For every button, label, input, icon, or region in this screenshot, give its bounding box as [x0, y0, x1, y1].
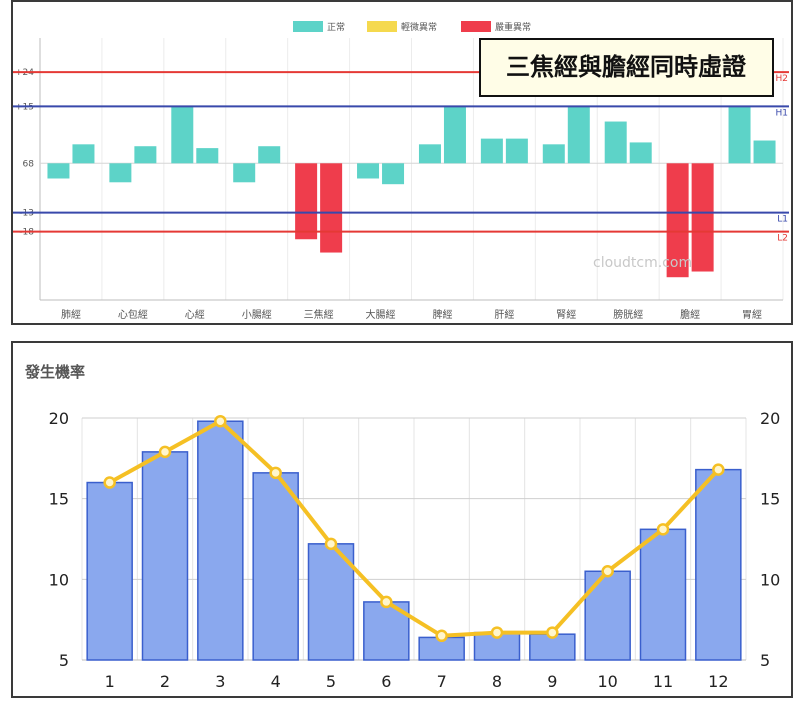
- legend-label: 嚴重異常: [495, 21, 531, 33]
- bar: [197, 420, 244, 661]
- x-tick-label: 4: [271, 672, 281, 691]
- bar-1: [357, 163, 380, 179]
- bar-2: [505, 138, 528, 164]
- bar-1: [171, 106, 194, 164]
- x-tick-label: 肝經: [494, 308, 514, 321]
- bar-1: [109, 163, 132, 183]
- line-point: [435, 629, 448, 643]
- bar-1: [480, 138, 503, 164]
- bar-1: [295, 163, 318, 240]
- line-point: [656, 523, 670, 536]
- x-tick-label: 6: [381, 672, 391, 691]
- bar-1: [233, 163, 256, 183]
- x-tick-label: 10: [597, 672, 617, 691]
- bar-1: [604, 121, 627, 164]
- bar: [584, 570, 631, 661]
- line-point: [601, 565, 614, 578]
- x-tick-label: 1: [105, 672, 115, 691]
- legend-swatch: [293, 21, 323, 32]
- x-tick-label: 9: [547, 672, 557, 691]
- legend-swatch: [461, 21, 491, 32]
- bar-1: [542, 144, 565, 164]
- x-tick-label: 7: [437, 672, 447, 691]
- probability-line: [108, 419, 720, 638]
- x-tick-label: 心包經: [118, 308, 148, 321]
- y-tick-label-left: 15: [49, 490, 69, 509]
- bar-2: [196, 148, 219, 164]
- x-tick-label: 11: [653, 672, 673, 691]
- x-tick-label: 8: [492, 672, 502, 691]
- bar: [86, 481, 133, 661]
- bar-2: [258, 146, 281, 164]
- y-tick-label: 68: [23, 159, 35, 169]
- bar-2: [382, 163, 405, 185]
- bar: [141, 451, 189, 661]
- bar-1: [728, 106, 751, 164]
- x-tick-label: 小腸經: [242, 308, 272, 321]
- line-point: [324, 537, 338, 551]
- bar: [307, 543, 355, 661]
- x-tick-label: 腎經: [556, 308, 576, 321]
- x-tick-label: 5: [326, 672, 336, 691]
- x-tick-label: 大腸經: [366, 308, 396, 321]
- x-tick-label: 肺經: [61, 308, 81, 321]
- y-tick-label-right: 10: [760, 570, 780, 589]
- bar-2: [567, 106, 590, 164]
- line-point: [103, 476, 116, 489]
- reference-line-label: H1: [776, 108, 789, 118]
- y-tick-label-right: 5: [760, 651, 770, 670]
- line-point: [712, 463, 725, 476]
- x-tick-label: 胃經: [742, 308, 762, 321]
- bar-1: [666, 163, 689, 278]
- bar-2: [134, 146, 157, 164]
- bar-2: [753, 140, 776, 164]
- watermark-text: cloudtcm.com: [593, 255, 692, 271]
- bar-2: [629, 142, 652, 164]
- y-tick-label-right: 20: [760, 409, 780, 428]
- bar-2: [443, 106, 466, 164]
- line-point: [490, 626, 504, 639]
- bar-1: [47, 163, 70, 179]
- x-tick-label: 脾經: [432, 308, 452, 321]
- bar-2: [72, 144, 95, 164]
- bar: [639, 528, 687, 661]
- probability-chart-title: 發生機率: [25, 363, 86, 381]
- line-point: [158, 445, 172, 459]
- meridian-chart: +24+1568-13-18肺經心包經心經小腸經三焦經大腸經脾經肝經腎經膀胱經膽…: [13, 21, 789, 321]
- meridian-chart-panel: +24+1568-13-18肺經心包經心經小腸經三焦經大腸經脾經肝經腎經膀胱經膽…: [11, 0, 793, 325]
- title-box: [479, 38, 774, 97]
- x-tick-label: 膀胱經: [613, 308, 643, 321]
- bar: [695, 468, 742, 661]
- y-tick-label-left: 10: [49, 570, 69, 589]
- y-tick-label-left: 5: [59, 651, 69, 670]
- x-tick-label: 12: [708, 672, 728, 691]
- x-tick-label: 3: [215, 672, 225, 691]
- chart-title: 三焦經與膽經同時虛證: [506, 53, 747, 81]
- y-tick-label-right: 15: [760, 490, 780, 509]
- line-point: [546, 626, 559, 639]
- x-tick-label: 三焦經: [304, 308, 334, 321]
- probability-chart-panel: 發生機率 5 5 10 10 15 15 20 20 1 2 3 4 5 6 7 8 9 10 11 12: [11, 341, 793, 698]
- bar-2: [320, 163, 343, 253]
- y-tick-label-left: 20: [49, 409, 69, 428]
- x-tick-label: 心經: [185, 308, 205, 321]
- line-point: [269, 466, 282, 480]
- bar-2: [691, 163, 714, 272]
- bar: [529, 633, 576, 661]
- legend-label: 輕微異常: [401, 21, 437, 33]
- reference-line-label: L1: [777, 215, 788, 225]
- line-point: [214, 414, 227, 428]
- reference-line-label: H2: [776, 74, 789, 84]
- legend-label: 正常: [327, 21, 345, 33]
- x-tick-label: 膽經: [680, 308, 700, 321]
- legend-swatch: [367, 21, 397, 32]
- x-tick-label: 2: [160, 672, 170, 691]
- reference-line-label: L2: [777, 234, 788, 244]
- bar: [252, 472, 299, 661]
- bar-1: [418, 144, 441, 164]
- line-point: [380, 595, 393, 609]
